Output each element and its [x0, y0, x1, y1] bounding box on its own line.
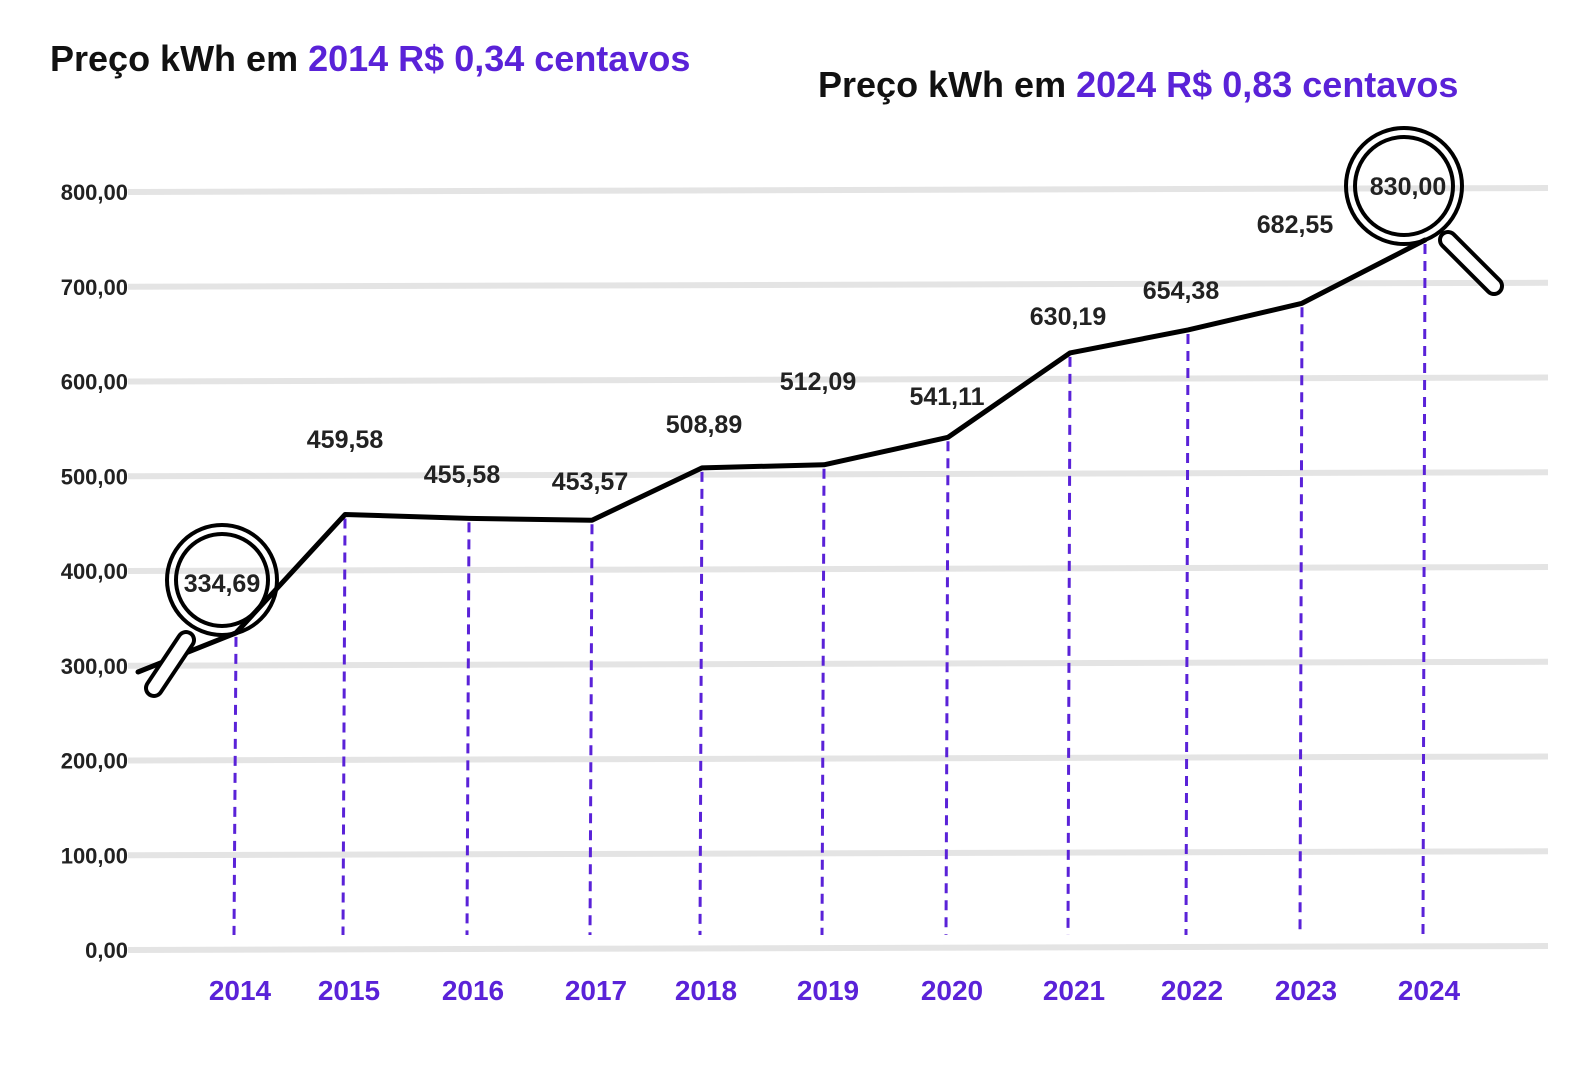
y-tick-label: 100,00 [61, 843, 128, 868]
y-tick-label: 800,00 [61, 180, 128, 205]
data-label-2015: 459,58 [307, 426, 384, 454]
title-2014: Preço kWh em 2014 R$ 0,34 centavos [50, 38, 690, 80]
gridline-100,00 [127, 848, 1549, 859]
data-label-2017: 453,57 [552, 468, 628, 496]
x-tick-label-2021: 2021 [1043, 975, 1105, 1006]
title-2024-prefix: Preço kWh em [818, 64, 1077, 105]
drop-line-2023 [1298, 307, 1304, 936]
title-2024: Preço kWh em 2024 R$ 0,83 centavos [818, 64, 1458, 106]
title-2014-highlight: 2014 R$ 0,34 centavos [308, 38, 691, 79]
y-tick-label: 500,00 [61, 464, 128, 489]
x-tick-label-2014: 2014 [209, 975, 272, 1006]
gridline-800,00 [127, 185, 1549, 195]
x-tick-label-2018: 2018 [675, 975, 737, 1006]
grid-lines [127, 185, 1549, 953]
x-tick-label-2017: 2017 [565, 975, 627, 1006]
title-2014-prefix: Preço kWh em [50, 38, 309, 79]
drop-line-2016 [465, 522, 471, 936]
x-tick-label-2020: 2020 [921, 975, 983, 1006]
y-tick-label: 0,00 [85, 938, 128, 963]
drop-lines [232, 243, 1427, 936]
title-2024-highlight: 2024 R$ 0,83 centavos [1076, 64, 1459, 105]
gridline-0,00 [127, 943, 1549, 953]
y-axis-ticks: 0,00 100,00 200,00 300,00 400,00 500,00 600,00… [61, 180, 128, 963]
data-label-2024: 830,00 [1370, 173, 1446, 201]
drop-line-2021 [1066, 356, 1072, 936]
x-tick-label-2023: 2023 [1275, 975, 1337, 1006]
data-label-2022: 654,38 [1143, 277, 1220, 305]
gridline-700,00 [127, 279, 1549, 290]
gridline-200,00 [127, 753, 1549, 764]
data-label-2019: 512,09 [780, 368, 856, 396]
gridline-400,00 [127, 564, 1549, 574]
drop-line-2020 [944, 441, 950, 936]
y-tick-label: 300,00 [61, 654, 128, 679]
data-label-2021: 630,19 [1030, 303, 1106, 331]
data-label-2016: 455,58 [424, 461, 501, 489]
data-label-2014: 334,69 [184, 570, 260, 598]
series-line [135, 237, 1428, 675]
gridline-500,00 [127, 469, 1549, 480]
x-axis-ticks: 2014 2015 2016 2017 2018 2019 2020 2021 2022 2023… [209, 975, 1461, 1006]
drop-line-2017 [588, 524, 594, 936]
drop-line-2019 [820, 468, 826, 936]
data-labels: 334,69 459,58 455,58 453,57 508,89 512,09 541,… [184, 173, 1446, 598]
gridline-600,00 [127, 374, 1549, 385]
gridline-300,00 [127, 658, 1549, 669]
y-tick-label: 200,00 [61, 749, 128, 774]
data-label-2020: 541,11 [909, 383, 984, 411]
x-tick-label-2024: 2024 [1398, 975, 1461, 1006]
drop-line-2022 [1184, 333, 1190, 936]
magnifier-2024-icon [1344, 126, 1504, 296]
x-tick-label-2019: 2019 [797, 975, 859, 1006]
magnifiers [144, 126, 1504, 698]
magnifier-2014-icon [144, 523, 279, 698]
drop-line-2024 [1421, 243, 1427, 936]
x-tick-label-2015: 2015 [318, 975, 380, 1006]
y-tick-label: 700,00 [61, 275, 128, 300]
x-tick-label-2022: 2022 [1161, 975, 1223, 1006]
drop-line-2018 [698, 471, 704, 936]
drop-line-2014 [232, 636, 238, 936]
y-tick-label: 400,00 [61, 559, 128, 584]
x-tick-label-2016: 2016 [442, 975, 504, 1006]
data-label-2018: 508,89 [666, 411, 742, 439]
drop-line-2015 [341, 518, 347, 936]
y-tick-label: 600,00 [61, 370, 128, 395]
data-label-2023: 682,55 [1257, 211, 1334, 239]
